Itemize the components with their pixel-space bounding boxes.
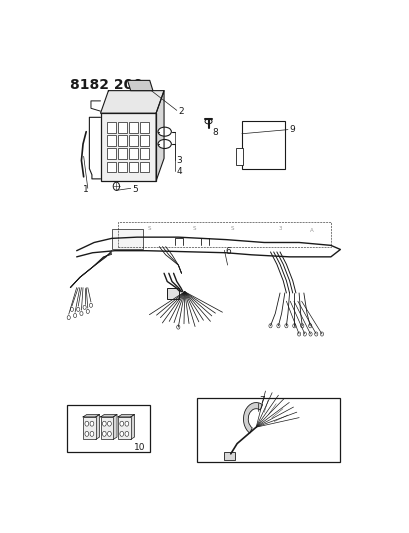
Bar: [118, 161, 127, 173]
Polygon shape: [118, 415, 134, 417]
Circle shape: [83, 305, 86, 309]
Bar: [107, 161, 116, 173]
Text: 6: 6: [225, 247, 231, 256]
Circle shape: [300, 324, 303, 328]
Circle shape: [125, 421, 128, 426]
Bar: [100, 113, 156, 181]
Polygon shape: [100, 91, 164, 113]
Circle shape: [125, 431, 128, 437]
Circle shape: [90, 421, 94, 426]
Ellipse shape: [157, 140, 171, 149]
Bar: [118, 122, 127, 133]
Circle shape: [102, 431, 106, 437]
Bar: [111, 229, 143, 248]
Circle shape: [67, 316, 70, 320]
Bar: [129, 161, 138, 173]
Text: 10: 10: [133, 443, 145, 452]
Circle shape: [119, 431, 124, 437]
Circle shape: [268, 324, 272, 328]
Bar: [140, 161, 149, 173]
Circle shape: [113, 182, 119, 190]
Bar: [166, 288, 178, 299]
Circle shape: [297, 332, 300, 336]
Bar: [241, 122, 284, 168]
Circle shape: [292, 324, 295, 328]
Bar: [129, 148, 138, 159]
Circle shape: [85, 431, 88, 437]
Circle shape: [119, 421, 124, 426]
Circle shape: [90, 431, 94, 437]
Circle shape: [276, 324, 279, 328]
Circle shape: [70, 308, 73, 311]
Circle shape: [102, 421, 106, 426]
Circle shape: [303, 332, 306, 336]
Polygon shape: [130, 415, 134, 440]
Text: 3: 3: [278, 227, 281, 231]
Text: 9: 9: [288, 125, 294, 134]
Bar: [118, 417, 130, 440]
Text: 8: 8: [212, 128, 218, 138]
Text: 5: 5: [132, 184, 138, 193]
Bar: [107, 135, 116, 146]
Bar: [140, 135, 149, 146]
Text: 2: 2: [178, 107, 184, 116]
Text: 8182 200: 8182 200: [70, 78, 143, 92]
Circle shape: [308, 332, 311, 336]
Circle shape: [107, 421, 111, 426]
Bar: [224, 452, 234, 460]
Polygon shape: [96, 415, 99, 440]
Circle shape: [80, 311, 83, 316]
Bar: [140, 148, 149, 159]
Circle shape: [86, 309, 89, 313]
Bar: [129, 135, 138, 146]
Text: S: S: [192, 225, 196, 231]
Circle shape: [319, 332, 323, 336]
Circle shape: [176, 325, 180, 329]
Circle shape: [89, 303, 92, 308]
Bar: [100, 417, 113, 440]
Text: 3: 3: [176, 156, 182, 165]
Polygon shape: [127, 80, 153, 91]
Bar: [107, 148, 116, 159]
Text: A: A: [309, 228, 313, 233]
Text: 4: 4: [176, 167, 181, 176]
Wedge shape: [243, 402, 262, 433]
Bar: [67, 405, 149, 452]
Bar: [118, 135, 127, 146]
Text: 1: 1: [83, 184, 89, 193]
Text: S: S: [230, 225, 234, 231]
Bar: [236, 148, 242, 165]
Text: 7: 7: [259, 396, 265, 405]
Circle shape: [107, 431, 111, 437]
Circle shape: [284, 324, 287, 328]
Text: S: S: [148, 225, 151, 231]
Bar: [83, 417, 96, 440]
Polygon shape: [100, 415, 117, 417]
Circle shape: [73, 313, 76, 318]
Circle shape: [76, 308, 80, 311]
Ellipse shape: [204, 119, 211, 124]
Circle shape: [85, 421, 88, 426]
Polygon shape: [113, 415, 117, 440]
Bar: [129, 122, 138, 133]
Polygon shape: [83, 415, 99, 417]
Bar: [107, 122, 116, 133]
Polygon shape: [156, 91, 164, 181]
Ellipse shape: [157, 127, 171, 136]
Bar: [197, 399, 339, 462]
Circle shape: [314, 332, 317, 336]
Circle shape: [308, 324, 311, 328]
Bar: [140, 122, 149, 133]
Bar: [118, 148, 127, 159]
